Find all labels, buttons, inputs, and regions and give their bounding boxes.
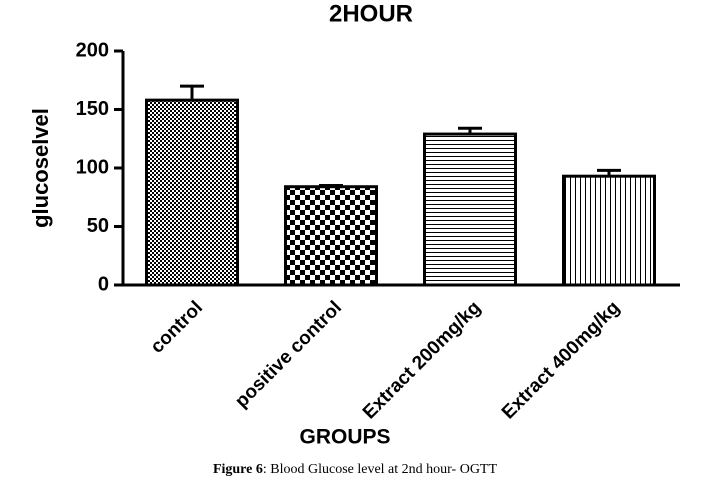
caption-text: : Blood Glucose level at 2nd hour- OGTT (263, 462, 498, 477)
y-tick-label: 0 (98, 273, 109, 295)
chart-title: 2HOUR (329, 0, 413, 27)
bar (562, 174, 656, 287)
x-tick-label: positive control (231, 297, 346, 412)
x-tick-label: control (147, 297, 207, 357)
y-axis-label: glucoselvel (28, 108, 53, 228)
caption-label: Figure 6 (213, 462, 263, 477)
y-tick-label: 50 (87, 215, 109, 237)
y-tick-label: 200 (76, 39, 109, 61)
bar (423, 132, 517, 287)
x-tick-label: Extract 400mg/kg (498, 297, 624, 423)
y-tick-label: 100 (76, 156, 109, 178)
y-tick-label: 150 (76, 98, 109, 120)
x-axis-label: GROUPS (299, 426, 390, 449)
bar (145, 98, 239, 287)
x-tick-label: Extract 200mg/kg (359, 297, 485, 423)
caption: Figure 6: Blood Glucose level at 2nd hou… (213, 462, 498, 477)
bar (284, 185, 378, 287)
